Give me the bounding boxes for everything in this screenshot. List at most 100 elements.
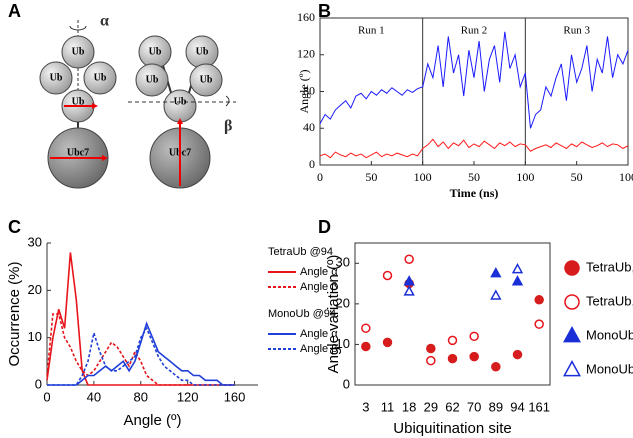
- run-label: Run 2: [461, 25, 488, 37]
- legend-marker: [563, 360, 581, 377]
- legend-marker: [564, 294, 580, 310]
- legend-label: TetraUb, β: [586, 293, 633, 308]
- point: [382, 337, 393, 348]
- point: [404, 254, 414, 264]
- x-tick-label: 18: [402, 399, 416, 414]
- point: [511, 263, 524, 274]
- y-axis-label: Angle (º): [297, 69, 311, 113]
- point: [403, 285, 415, 296]
- legend-label: Angle α: [300, 266, 338, 278]
- x-tick-label: 161: [528, 399, 550, 414]
- beta-label: β: [224, 118, 232, 135]
- node-label: Ub: [50, 72, 63, 83]
- node-label: Ub: [146, 74, 159, 85]
- y-tick-label: 80: [303, 83, 315, 97]
- node-label: Ub: [72, 96, 85, 107]
- point: [491, 361, 501, 372]
- y-tick-label: 40: [303, 120, 315, 134]
- node-label: Ub: [149, 46, 162, 57]
- legend-marker: [563, 326, 581, 343]
- y-tick-label: 120: [297, 47, 315, 61]
- y-tick-label: 20: [336, 295, 350, 310]
- node-label: Ub: [94, 72, 107, 83]
- x-tick-label: 0: [317, 170, 323, 184]
- series-line: [47, 321, 235, 386]
- series-line: [47, 326, 235, 386]
- y-tick-label: 30: [28, 234, 42, 249]
- point: [490, 289, 502, 300]
- point: [490, 267, 502, 278]
- legend-label: Angle α: [300, 328, 338, 340]
- y-tick-label: 0: [35, 376, 42, 391]
- y-tick-label: 0: [343, 376, 350, 391]
- node-label: Ub: [174, 96, 187, 107]
- x-axis-label: Ubiquitination site: [393, 420, 511, 437]
- panel-c: C 0 10 20 30 0 40 80 120 160 Occurrence (%) Angle (…: [6, 217, 338, 429]
- panel-label: A: [8, 1, 21, 21]
- point: [361, 323, 371, 333]
- x-tick-label: 80: [134, 389, 148, 404]
- node-label: Ubc7: [67, 147, 89, 158]
- point: [511, 275, 524, 286]
- y-axis-label: Angle variation (º): [325, 255, 342, 374]
- x-tick-label: 89: [489, 399, 503, 414]
- node-label: Ub: [72, 46, 85, 57]
- legend-group-title: MonoUb @94: [268, 308, 336, 320]
- legend-label: MonoUb, α: [586, 327, 633, 342]
- run-label: Run 1: [358, 25, 385, 37]
- legend-label: Angle β: [300, 343, 338, 355]
- x-tick-label: 160: [224, 389, 246, 404]
- node-label: Ub: [196, 46, 209, 57]
- x-tick-label: 3: [362, 399, 369, 414]
- panel-b: B 0 40 80 120 160 0 50 100 50 100 50 100 Angle (º) Tim…: [297, 1, 633, 200]
- y-tick-label: 0: [309, 157, 315, 171]
- x-tick-label: 100: [619, 170, 633, 184]
- legend-group-title: TetraUb @94: [268, 246, 333, 258]
- point: [382, 270, 393, 281]
- panel-label: D: [318, 217, 331, 237]
- x-tick-label: 50: [571, 170, 583, 184]
- point: [512, 349, 523, 360]
- series-line: [319, 138, 629, 159]
- series-line: [46, 313, 235, 386]
- point: [403, 275, 415, 286]
- x-tick-label: 100: [414, 170, 432, 184]
- point: [426, 343, 436, 354]
- panel-label: C: [8, 217, 21, 237]
- alpha-label: α: [100, 13, 109, 30]
- legend-marker: [564, 260, 580, 276]
- legend-label: MonoUb, β: [586, 361, 633, 376]
- x-tick-label: 120: [177, 389, 199, 404]
- legend-label: TetraUb, α: [586, 259, 633, 274]
- plot-frame: [354, 242, 551, 386]
- x-tick-label: 11: [381, 399, 395, 414]
- point: [447, 335, 458, 346]
- x-tick-label: 50: [365, 170, 377, 184]
- y-tick-label: 30: [336, 255, 350, 270]
- point: [426, 355, 436, 366]
- series-line: [46, 252, 235, 386]
- legend-label: Angle β: [300, 281, 338, 293]
- x-tick-label: 50: [468, 170, 480, 184]
- series-line: [319, 31, 629, 129]
- panel-a: A α Ub Ub Ub Ub Ubc7 Ub Ub Ub Ub Ub Ubc7…: [8, 1, 236, 189]
- x-tick-label: 70: [467, 399, 481, 414]
- point: [469, 351, 479, 362]
- x-tick-label: 0: [43, 389, 50, 404]
- x-tick-label: 100: [516, 170, 534, 184]
- y-tick-label: 20: [28, 282, 42, 297]
- point: [534, 295, 544, 305]
- node-label: Ub: [200, 74, 213, 85]
- point: [534, 319, 544, 329]
- x-tick-label: 94: [510, 399, 524, 414]
- x-tick-label: 40: [87, 389, 101, 404]
- x-axis-label: Angle (º): [123, 412, 181, 429]
- point: [447, 353, 458, 364]
- plot-frame: [319, 17, 629, 166]
- x-tick-label: 62: [445, 399, 459, 414]
- point: [469, 331, 479, 342]
- panel-label: B: [318, 1, 331, 21]
- x-tick-label: 29: [424, 399, 438, 414]
